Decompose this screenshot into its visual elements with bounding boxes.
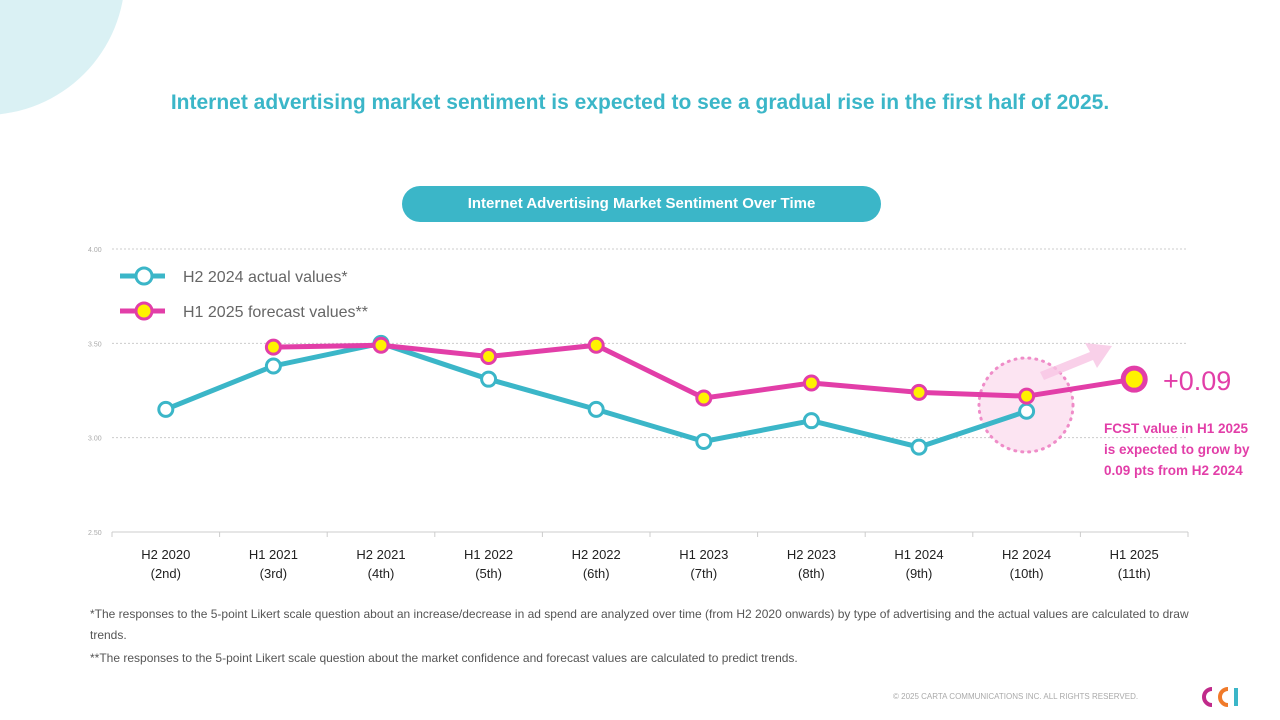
data-point (1120, 365, 1148, 393)
data-point (264, 357, 282, 375)
x-tick-label: H1 2025 (1110, 547, 1159, 562)
cci-logo (1202, 687, 1238, 707)
x-tick-label: (5th) (475, 566, 502, 581)
legend-label: H2 2024 actual values* (183, 269, 348, 286)
delta-label: +0.09 (1163, 366, 1232, 396)
chart-title: Internet Advertising Market Sentiment Ov… (402, 186, 881, 222)
y-tick-label: 3.50 (88, 341, 102, 348)
x-tick-label: H2 2022 (572, 547, 621, 562)
x-tick-label: (3rd) (260, 566, 287, 581)
x-tick-label: (9th) (906, 566, 933, 581)
x-tick-label: H1 2023 (679, 547, 728, 562)
data-point (480, 348, 498, 366)
data-point (480, 370, 498, 388)
data-point (372, 336, 390, 354)
legend-marker (134, 301, 154, 321)
copyright: © 2025 CARTA COMMUNICATIONS INC. ALL RIG… (893, 692, 1139, 701)
data-point (587, 400, 605, 418)
x-tick-label: (4th) (368, 566, 395, 581)
x-tick-label: (11th) (1118, 566, 1151, 581)
x-tick-label: H1 2022 (464, 547, 513, 562)
x-tick-label: H2 2024 (1002, 547, 1051, 562)
x-tick-label: (7th) (690, 566, 717, 581)
data-point (802, 412, 820, 430)
annotation-text: FCST value in H1 2025 is expected to gro… (1104, 421, 1250, 478)
data-point (157, 400, 175, 418)
x-tick-label: H2 2021 (356, 547, 405, 562)
x-tick-label: (6th) (583, 566, 610, 581)
page-title: Internet advertising market sentiment is… (170, 91, 1110, 114)
data-point (802, 374, 820, 392)
data-point (695, 389, 713, 407)
x-tick-label: (2nd) (151, 566, 181, 581)
data-point (264, 338, 282, 356)
data-point (695, 432, 713, 450)
data-point (910, 383, 928, 401)
legend-marker (134, 266, 154, 286)
decorative-circle (0, 0, 123, 115)
x-tick-label: H2 2023 (787, 547, 836, 562)
x-tick-label: H2 2020 (141, 547, 190, 562)
data-point (1018, 402, 1036, 420)
x-tick-label: (8th) (798, 566, 825, 581)
y-tick-label: 2.50 (88, 530, 102, 537)
x-tick-label: (10th) (1010, 566, 1044, 581)
data-point (587, 336, 605, 354)
footnote-2: **The responses to the 5-point Likert sc… (90, 651, 798, 665)
y-tick-label: 3.00 (88, 436, 102, 443)
y-tick-label: 4.00 (88, 247, 102, 254)
data-point (1018, 387, 1036, 405)
trend-arrow (1040, 343, 1112, 380)
series-line (164, 340, 1028, 450)
legend-label: H1 2025 forecast values** (183, 304, 368, 321)
x-tick-label: H1 2021 (249, 547, 298, 562)
data-point (910, 438, 928, 456)
x-tick-label: H1 2024 (894, 547, 943, 562)
footnote-1: *The responses to the 5-point Likert sca… (90, 607, 1189, 642)
